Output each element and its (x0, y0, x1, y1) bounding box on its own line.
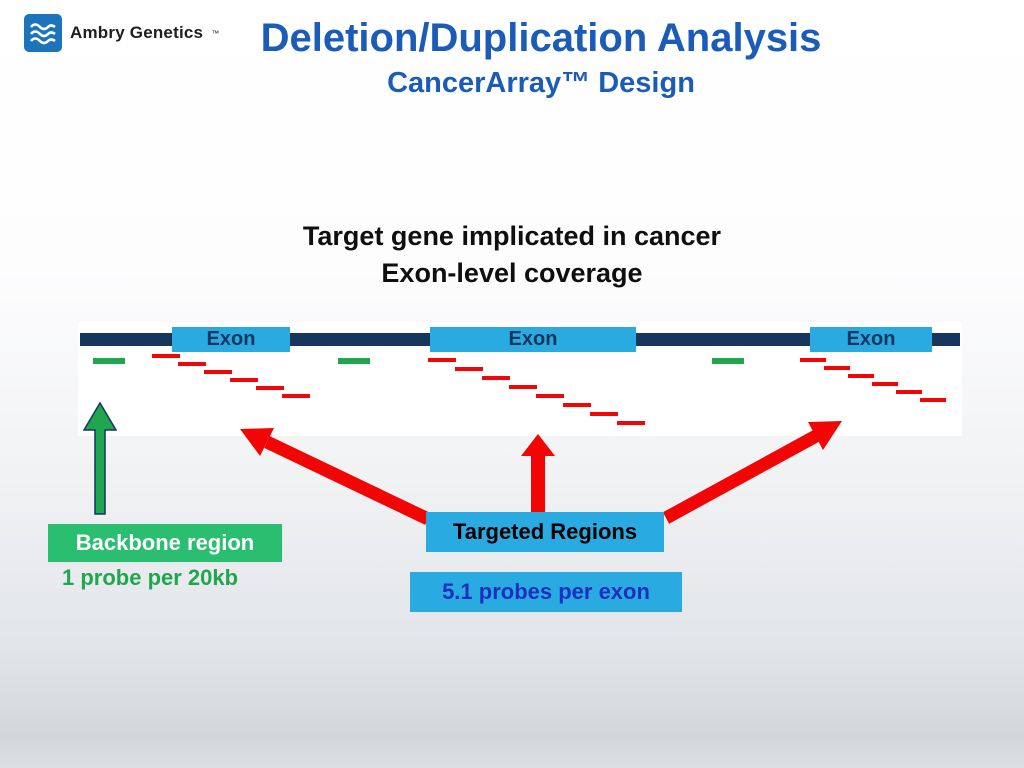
exon-box: Exon (430, 327, 636, 352)
exon-label: Exon (508, 328, 558, 350)
exon-label: Exon (206, 328, 256, 350)
waves-logo-icon (24, 14, 62, 52)
heading-line-2: Exon-level coverage (381, 258, 643, 288)
exon-label: Exon (846, 328, 896, 350)
red-arrow-middle (521, 434, 555, 512)
page-subtitle: CancerArray™ Design (387, 66, 695, 99)
backbone-region-text: Backbone region (75, 530, 255, 555)
targeted-probe-rate: 5.1 probes per exon (410, 572, 682, 612)
slide-header: Deletion/Duplication Analysis CancerArra… (0, 16, 1024, 100)
exon-box: Exon (172, 327, 290, 352)
targeted-regions-label: Targeted Regions (426, 512, 664, 552)
heading-line-1: Target gene implicated in cancer (302, 221, 722, 251)
ambry-genetics-logo: Ambry Genetics ™ (24, 14, 219, 52)
targeted-regions-text: Targeted Regions (452, 519, 638, 544)
exon-box: Exon (810, 327, 932, 352)
page-title: Deletion/Duplication Analysis (260, 16, 822, 60)
red-arrow-left (240, 428, 431, 525)
diagram-heading: Target gene implicated in cancer Exon-le… (0, 218, 1024, 292)
brand-text: Ambry Genetics (70, 23, 204, 42)
backbone-region-label: Backbone region (48, 524, 282, 562)
backbone-probe-rate: 1 probe per 20kb (62, 565, 239, 590)
brand-trademark: ™ (211, 28, 220, 38)
